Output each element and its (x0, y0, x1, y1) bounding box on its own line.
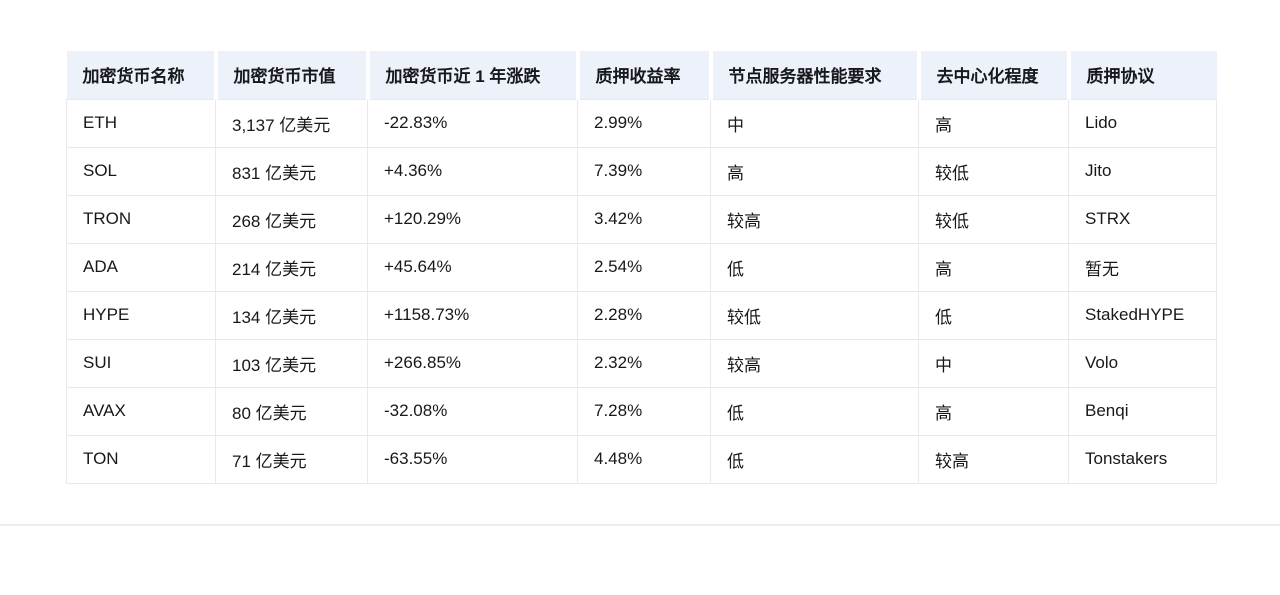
table-row: AVAX 80 亿美元 -32.08% 7.28% 低高 Benqi (66, 386, 1217, 436)
cell-node_requirement: 较高 (710, 338, 919, 388)
cell-decentralization: 低 (918, 290, 1069, 340)
table-row: SUI 103 亿美元 +266.85% 2.32% 较高中 Volo (66, 338, 1217, 388)
cell-decentralization: 较低 (918, 194, 1069, 244)
cell-staking_protocol: Tonstakers (1068, 434, 1217, 484)
cell-name: ADA (66, 242, 216, 292)
column-header-market_cap: 加密货币市值 (213, 51, 368, 99)
bottom-divider (0, 524, 1280, 526)
cell-market_cap: 71 亿美元 (215, 434, 368, 484)
column-header-decentralization: 去中心化程度 (916, 51, 1069, 99)
cell-market_cap: 831 亿美元 (215, 146, 368, 196)
cell-market_cap: 268 亿美元 (215, 194, 368, 244)
cell-change_1y: +120.29% (367, 194, 578, 244)
cell-node_requirement: 中 (710, 98, 919, 148)
cell-market_cap: 103 亿美元 (215, 338, 368, 388)
cell-name: HYPE (66, 290, 216, 340)
cell-staking_yield: 7.28% (577, 386, 711, 436)
cell-decentralization: 高 (918, 386, 1069, 436)
cell-name: TRON (66, 194, 216, 244)
cell-name: AVAX (66, 386, 216, 436)
cell-node_requirement: 低 (710, 434, 919, 484)
table-row: SOL 831 亿美元 +4.36% 7.39% 高较低 Jito (66, 146, 1217, 196)
cell-change_1y: +1158.73% (367, 290, 578, 340)
cell-staking_yield: 2.32% (577, 338, 711, 388)
column-header-node_requirement: 节点服务器性能要求 (708, 51, 919, 99)
cell-decentralization: 较高 (918, 434, 1069, 484)
table-header-row: 加密货币名称 加密货币市值 加密货币近 1 年涨跌 质押收益率 节点服务器性能要求 去中心… (66, 51, 1217, 99)
cell-staking_yield: 2.99% (577, 98, 711, 148)
cell-staking_protocol: StakedHYPE (1068, 290, 1217, 340)
table-row: TON 71 亿美元 -63.55% 4.48% 低较高 Tonstakers (66, 434, 1217, 484)
cell-staking_yield: 4.48% (577, 434, 711, 484)
cell-staking_yield: 3.42% (577, 194, 711, 244)
cell-decentralization: 高 (918, 98, 1069, 148)
cell-name: TON (66, 434, 216, 484)
cell-staking_protocol: Benqi (1068, 386, 1217, 436)
column-header-name: 加密货币名称 (66, 51, 216, 99)
cell-change_1y: -22.83% (367, 98, 578, 148)
cell-node_requirement: 较高 (710, 194, 919, 244)
table-row: TRON 268 亿美元 +120.29% 3.42% 较高 较低 STRX (66, 194, 1217, 244)
cell-staking_yield: 2.54% (577, 242, 711, 292)
crypto-staking-table: 加密货币名称 加密货币市值 加密货币近 1 年涨跌 质押收益率 节点服务器性能要求 去中心… (66, 51, 1217, 484)
cell-node_requirement: 高 (710, 146, 919, 196)
cell-name: SOL (66, 146, 216, 196)
table-row: ETH 3,137 亿美元 -22.83% 2.99% 中高 Lido (66, 98, 1217, 148)
cell-node_requirement: 低 (710, 386, 919, 436)
table-row: HYPE 134 亿美元 +1158.73% 2.28% 较低低 StakedHYPE (66, 290, 1217, 340)
table-row: ADA 214 亿美元 +45.64% 2.54% 低高暂无 (66, 242, 1217, 292)
cell-change_1y: -32.08% (367, 386, 578, 436)
cell-staking_protocol: 暂无 (1068, 242, 1217, 292)
cell-change_1y: +4.36% (367, 146, 578, 196)
cell-staking_protocol: Lido (1068, 98, 1217, 148)
column-header-change_1y: 加密货币近 1 年涨跌 (365, 51, 578, 99)
column-header-staking_yield: 质押收益率 (575, 51, 711, 99)
cell-staking_protocol: STRX (1068, 194, 1217, 244)
cell-market_cap: 134 亿美元 (215, 290, 368, 340)
cell-market_cap: 80 亿美元 (215, 386, 368, 436)
cell-market_cap: 214 亿美元 (215, 242, 368, 292)
table-body: ETH 3,137 亿美元 -22.83% 2.99% 中高 Lido SOL 831 亿美元… (66, 98, 1217, 484)
cell-staking_yield: 7.39% (577, 146, 711, 196)
column-header-staking_protocol: 质押协议 (1066, 51, 1217, 99)
table-header: 加密货币名称 加密货币市值 加密货币近 1 年涨跌 质押收益率 节点服务器性能要求 去中心… (66, 51, 1217, 99)
cell-decentralization: 高 (918, 242, 1069, 292)
cell-name: ETH (66, 98, 216, 148)
cell-decentralization: 较低 (918, 146, 1069, 196)
cell-decentralization: 中 (918, 338, 1069, 388)
cell-staking_protocol: Volo (1068, 338, 1217, 388)
cell-node_requirement: 较低 (710, 290, 919, 340)
cell-name: SUI (66, 338, 216, 388)
cell-change_1y: +45.64% (367, 242, 578, 292)
cell-market_cap: 3,137 亿美元 (215, 98, 368, 148)
cell-change_1y: +266.85% (367, 338, 578, 388)
cell-node_requirement: 低 (710, 242, 919, 292)
cell-change_1y: -63.55% (367, 434, 578, 484)
cell-staking_protocol: Jito (1068, 146, 1217, 196)
cell-staking_yield: 2.28% (577, 290, 711, 340)
